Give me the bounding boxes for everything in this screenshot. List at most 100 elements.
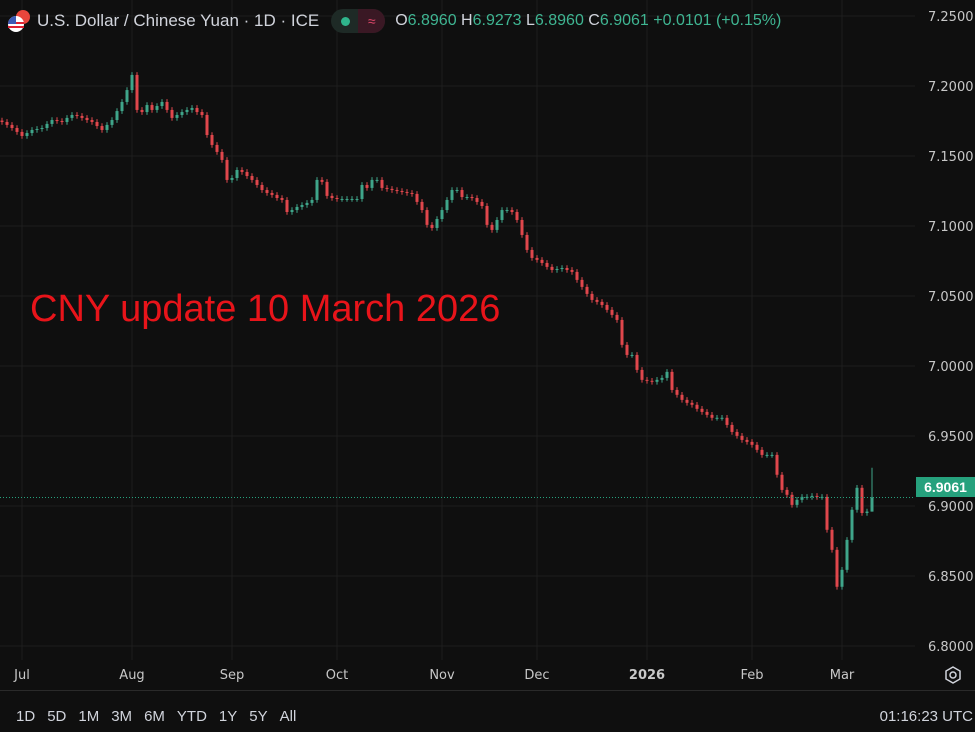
candle-body: [850, 509, 854, 540]
range-all[interactable]: All: [279, 708, 297, 725]
candle-body: [845, 539, 849, 570]
candle: [870, 467, 874, 512]
candle: [55, 117, 59, 124]
candle-body: [400, 191, 404, 192]
candle: [120, 99, 124, 114]
candle: [10, 122, 14, 131]
candle: [620, 317, 624, 348]
range-3m[interactable]: 3M: [111, 708, 133, 725]
range-6m[interactable]: 6M: [144, 708, 165, 725]
candle-body: [390, 188, 394, 191]
candle: [235, 167, 239, 181]
candle: [360, 182, 364, 202]
candle-body: [460, 190, 464, 198]
candle: [840, 567, 844, 590]
symbol-title[interactable]: U.S. Dollar / Chinese Yuan · 1D · ICE: [37, 11, 320, 30]
range-5d[interactable]: 5D: [47, 708, 67, 725]
candle-body: [790, 494, 794, 505]
high-label: H: [461, 12, 473, 29]
green-dot-icon: [341, 17, 351, 26]
candle: [645, 377, 649, 384]
candle: [815, 493, 819, 500]
range-1y[interactable]: 1Y: [218, 708, 238, 725]
candle-body: [785, 489, 789, 495]
candle: [370, 177, 374, 191]
candle-body: [585, 286, 589, 294]
candle-body: [545, 262, 549, 267]
candle: [775, 452, 779, 478]
candle: [695, 401, 699, 412]
price-axis[interactable]: 7.2500 7.2000 7.1500 7.1000 7.0500 7.0000 6.95…: [928, 10, 974, 655]
candle-body: [595, 299, 599, 302]
candle-body: [75, 114, 79, 116]
candle: [675, 387, 679, 398]
candle-body: [630, 354, 634, 356]
candle-body: [685, 399, 689, 403]
candle-body: [280, 198, 284, 200]
candle: [50, 117, 54, 127]
candle: [640, 367, 644, 383]
candle: [355, 196, 359, 202]
candle: [440, 207, 444, 222]
range-5y[interactable]: 5Y: [249, 708, 268, 725]
candle: [345, 196, 349, 202]
candle: [610, 307, 614, 318]
candle-body: [495, 219, 499, 230]
candle: [605, 302, 609, 313]
candle: [580, 277, 584, 290]
candle-body: [505, 210, 509, 212]
candle: [455, 187, 459, 193]
candle-body: [285, 199, 289, 212]
range-1m[interactable]: 1M: [78, 708, 100, 725]
candle-body: [425, 210, 429, 225]
candle-body: [660, 377, 664, 380]
candle: [390, 186, 394, 193]
us-cn-flag-icon: [8, 10, 30, 32]
candle-body: [350, 198, 354, 200]
candle: [500, 207, 504, 223]
time-tick-label: Dec: [524, 668, 549, 683]
range-1d[interactable]: 1D: [16, 708, 36, 725]
candle-body: [345, 198, 349, 200]
candle-body: [655, 379, 659, 382]
candle-body: [430, 224, 434, 228]
candle: [725, 415, 729, 428]
candle: [300, 202, 304, 210]
candle: [810, 493, 814, 500]
price-tick-label: 7.1000: [928, 220, 974, 235]
range-ytd[interactable]: YTD: [176, 708, 207, 725]
high-value: 6.9273: [472, 12, 522, 29]
candle-body: [515, 212, 519, 220]
candle: [365, 182, 369, 191]
candle: [200, 109, 204, 118]
candle-body: [300, 205, 304, 207]
candle-body: [725, 417, 729, 425]
market-status-pill[interactable]: ≈: [331, 9, 386, 33]
candle: [400, 188, 404, 195]
open-value: 6.8960: [407, 12, 457, 29]
gear-icon[interactable]: [943, 665, 963, 685]
candle-body: [815, 495, 819, 497]
clock[interactable]: 01:16:23 UTC: [879, 708, 973, 725]
candle: [175, 112, 179, 121]
candle-body: [220, 151, 224, 160]
candle: [90, 117, 94, 125]
candle-body: [775, 454, 779, 475]
candle: [540, 257, 544, 266]
annotation-text[interactable]: CNY update 10 March 2026: [30, 288, 501, 330]
candle-body: [225, 159, 229, 180]
time-axis[interactable]: Jul Aug Sep Oct Nov Dec 2026 Feb Mar: [13, 668, 855, 683]
candle-body: [150, 105, 154, 110]
candle: [705, 409, 709, 418]
price-chart[interactable]: 7.2500 7.2000 7.1500 7.1000 7.0500 7.0000 6.95…: [0, 0, 975, 692]
candle-body: [740, 435, 744, 440]
candle-body: [245, 171, 249, 177]
last-price-label: 6.9061: [916, 477, 975, 497]
candle: [525, 232, 529, 253]
candle: [465, 194, 469, 200]
candle: [700, 406, 704, 415]
candle-body: [295, 206, 299, 211]
candle: [535, 255, 539, 263]
candle: [185, 107, 189, 115]
candle: [690, 400, 694, 408]
